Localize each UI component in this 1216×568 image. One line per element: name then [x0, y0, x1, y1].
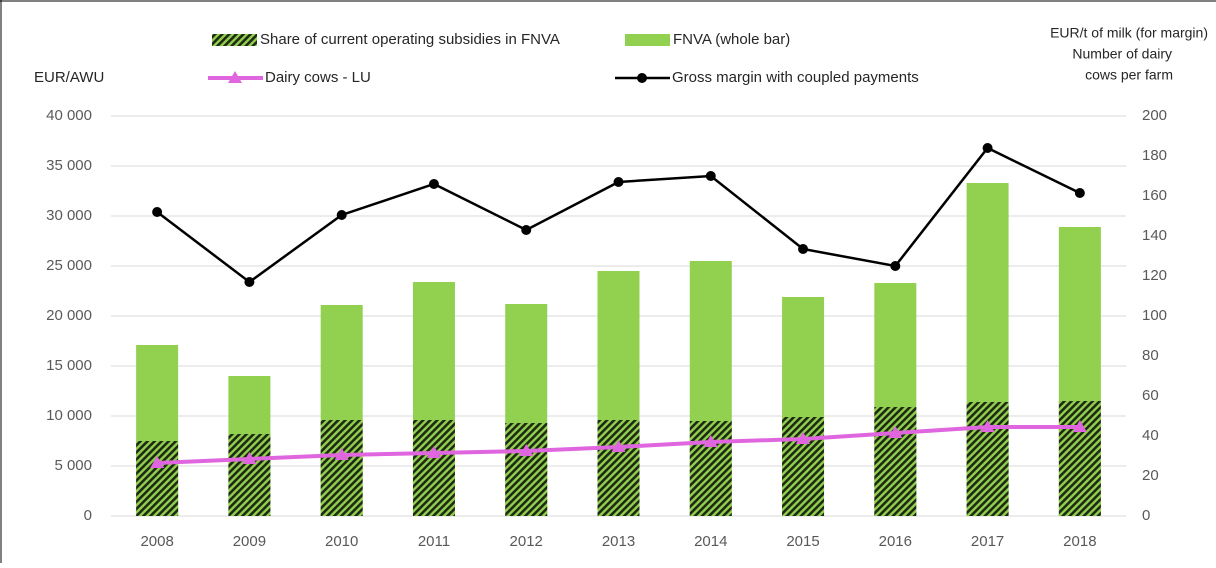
marker [980, 420, 995, 432]
marker [611, 440, 626, 452]
y2-tick-label: 0 [1142, 507, 1150, 524]
y-tick-label: 0 [84, 507, 92, 524]
y2-tick-label: 140 [1142, 227, 1167, 244]
y-tick-label: 10 000 [46, 407, 92, 424]
y2-tick-label: 40 [1142, 427, 1159, 444]
x-tick-label: 2012 [510, 533, 543, 550]
marker [334, 448, 349, 460]
marker [637, 73, 647, 83]
marker [228, 71, 242, 83]
bar [597, 420, 640, 516]
legend-label: Share of current operating subsidies in … [260, 31, 560, 48]
y2-tick-label: 200 [1142, 107, 1167, 124]
marker [888, 426, 903, 438]
marker [890, 261, 901, 271]
y2-tick-label: 160 [1142, 187, 1167, 204]
bar [966, 402, 1009, 516]
bar [782, 417, 825, 516]
marker [519, 444, 534, 456]
y-tick-label: 35 000 [46, 157, 92, 174]
legend-swatch [625, 34, 670, 46]
y2-axis-title: cows per farm [1085, 67, 1173, 83]
x-tick-label: 2014 [694, 533, 727, 550]
y2-tick-label: 100 [1142, 307, 1167, 324]
y-tick-label: 20 000 [46, 307, 92, 324]
marker [244, 277, 255, 287]
legend-label: FNVA (whole bar) [673, 31, 790, 48]
marker [1074, 188, 1085, 198]
marker [521, 225, 532, 235]
x-tick-label: 2009 [233, 533, 266, 550]
bar [1058, 401, 1101, 516]
legend-label: Gross margin with coupled payments [672, 69, 919, 86]
y-tick-label: 40 000 [46, 107, 92, 124]
legend-swatch [212, 34, 257, 46]
x-tick-label: 2018 [1063, 533, 1096, 550]
marker [798, 244, 809, 254]
marker [705, 171, 716, 181]
line [156, 146, 1081, 284]
bar [874, 407, 917, 516]
y2-tick-label: 20 [1142, 467, 1159, 484]
bar [136, 441, 179, 516]
marker [426, 446, 441, 458]
y2-tick-label: 180 [1142, 147, 1167, 164]
marker [796, 432, 811, 444]
y-axis-title: EUR/AWU [34, 69, 104, 86]
x-tick-label: 2017 [971, 533, 1004, 550]
marker [428, 179, 439, 189]
y2-axis-title: EUR/t of milk (for margin) [1050, 25, 1208, 41]
bar [228, 434, 271, 516]
marker [1072, 420, 1087, 432]
x-tick-label: 2011 [418, 533, 450, 550]
marker [242, 452, 257, 464]
y-tick-label: 30 000 [46, 207, 92, 224]
y2-tick-label: 60 [1142, 387, 1159, 404]
marker [150, 456, 165, 468]
y2-tick-label: 80 [1142, 347, 1159, 364]
bar [320, 420, 363, 516]
y2-axis-title: Number of dairy [1072, 46, 1172, 62]
bar [505, 423, 548, 516]
x-tick-label: 2013 [602, 533, 635, 550]
bar [412, 420, 455, 516]
marker [703, 435, 718, 447]
marker [613, 177, 624, 187]
marker [152, 207, 163, 217]
legend-label: Dairy cows - LU [265, 69, 371, 86]
x-tick-label: 2010 [325, 533, 358, 550]
x-tick-label: 2008 [140, 533, 173, 550]
x-tick-label: 2016 [879, 533, 912, 550]
y-tick-label: 5 000 [54, 457, 92, 474]
marker [982, 143, 993, 153]
y-tick-label: 25 000 [46, 257, 92, 274]
marker [336, 210, 347, 220]
y2-tick-label: 120 [1142, 267, 1167, 284]
y-tick-label: 15 000 [46, 357, 92, 374]
x-tick-label: 2015 [786, 533, 819, 550]
